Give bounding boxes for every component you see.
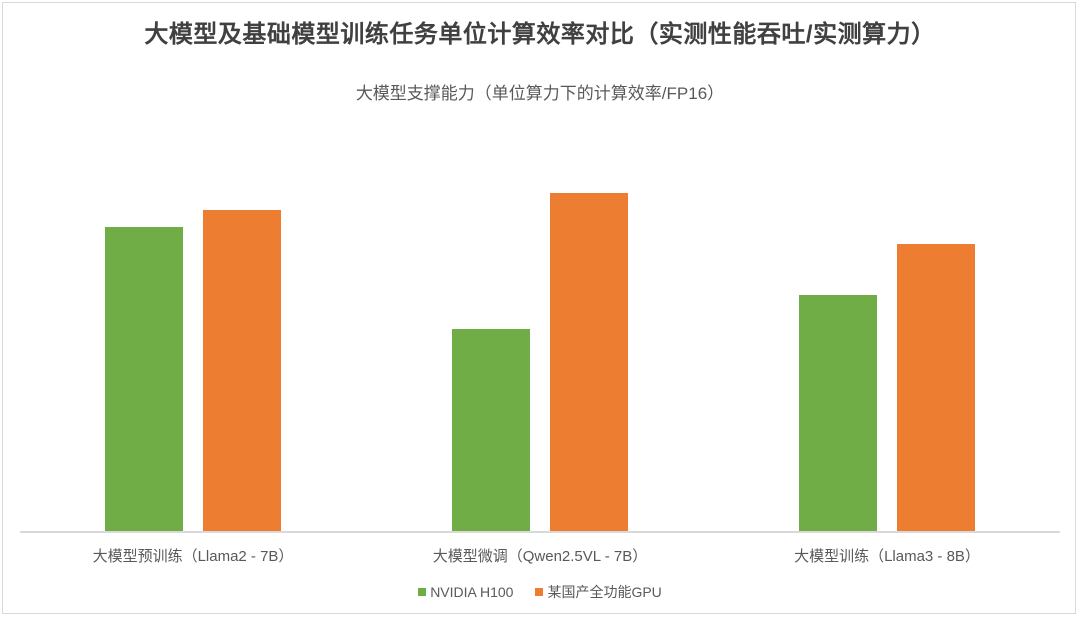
x-axis-category-label: 大模型预训练（Llama2 - 7B） bbox=[92, 548, 294, 565]
chart-title: 大模型及基础模型训练任务单位计算效率对比（实测性能吞吐/实测算力） bbox=[144, 21, 936, 48]
bar-domestic-gpu-3 bbox=[897, 244, 975, 532]
x-axis-category-label: 大模型微调（Qwen2.5VL - 7B） bbox=[432, 548, 648, 565]
legend-label: NVIDIA H100 bbox=[430, 584, 514, 600]
bar-nvidia-h100-2 bbox=[452, 329, 530, 532]
bar-domestic-gpu-2 bbox=[550, 193, 628, 532]
x-axis-line bbox=[20, 531, 1060, 533]
legend-label: 某国产全功能GPU bbox=[547, 584, 662, 600]
plot-area bbox=[20, 130, 1060, 532]
legend: NVIDIA H100 某国产全功能GPU bbox=[0, 582, 1080, 602]
legend-swatch-orange bbox=[535, 588, 544, 596]
legend-item-nvidia-h100: NVIDIA H100 bbox=[418, 582, 513, 602]
x-axis-category-label: 大模型训练（Llama3 - 8B） bbox=[794, 548, 980, 565]
legend-item-domestic-gpu: 某国产全功能GPU bbox=[535, 582, 662, 602]
bar-nvidia-h100-3 bbox=[799, 295, 877, 532]
legend-swatch-green bbox=[418, 588, 427, 596]
chart-subtitle: 大模型支撑能力（单位算力下的计算效率/FP16） bbox=[355, 84, 725, 103]
bar-nvidia-h100-1 bbox=[105, 227, 183, 532]
bar-domestic-gpu-1 bbox=[203, 210, 281, 532]
